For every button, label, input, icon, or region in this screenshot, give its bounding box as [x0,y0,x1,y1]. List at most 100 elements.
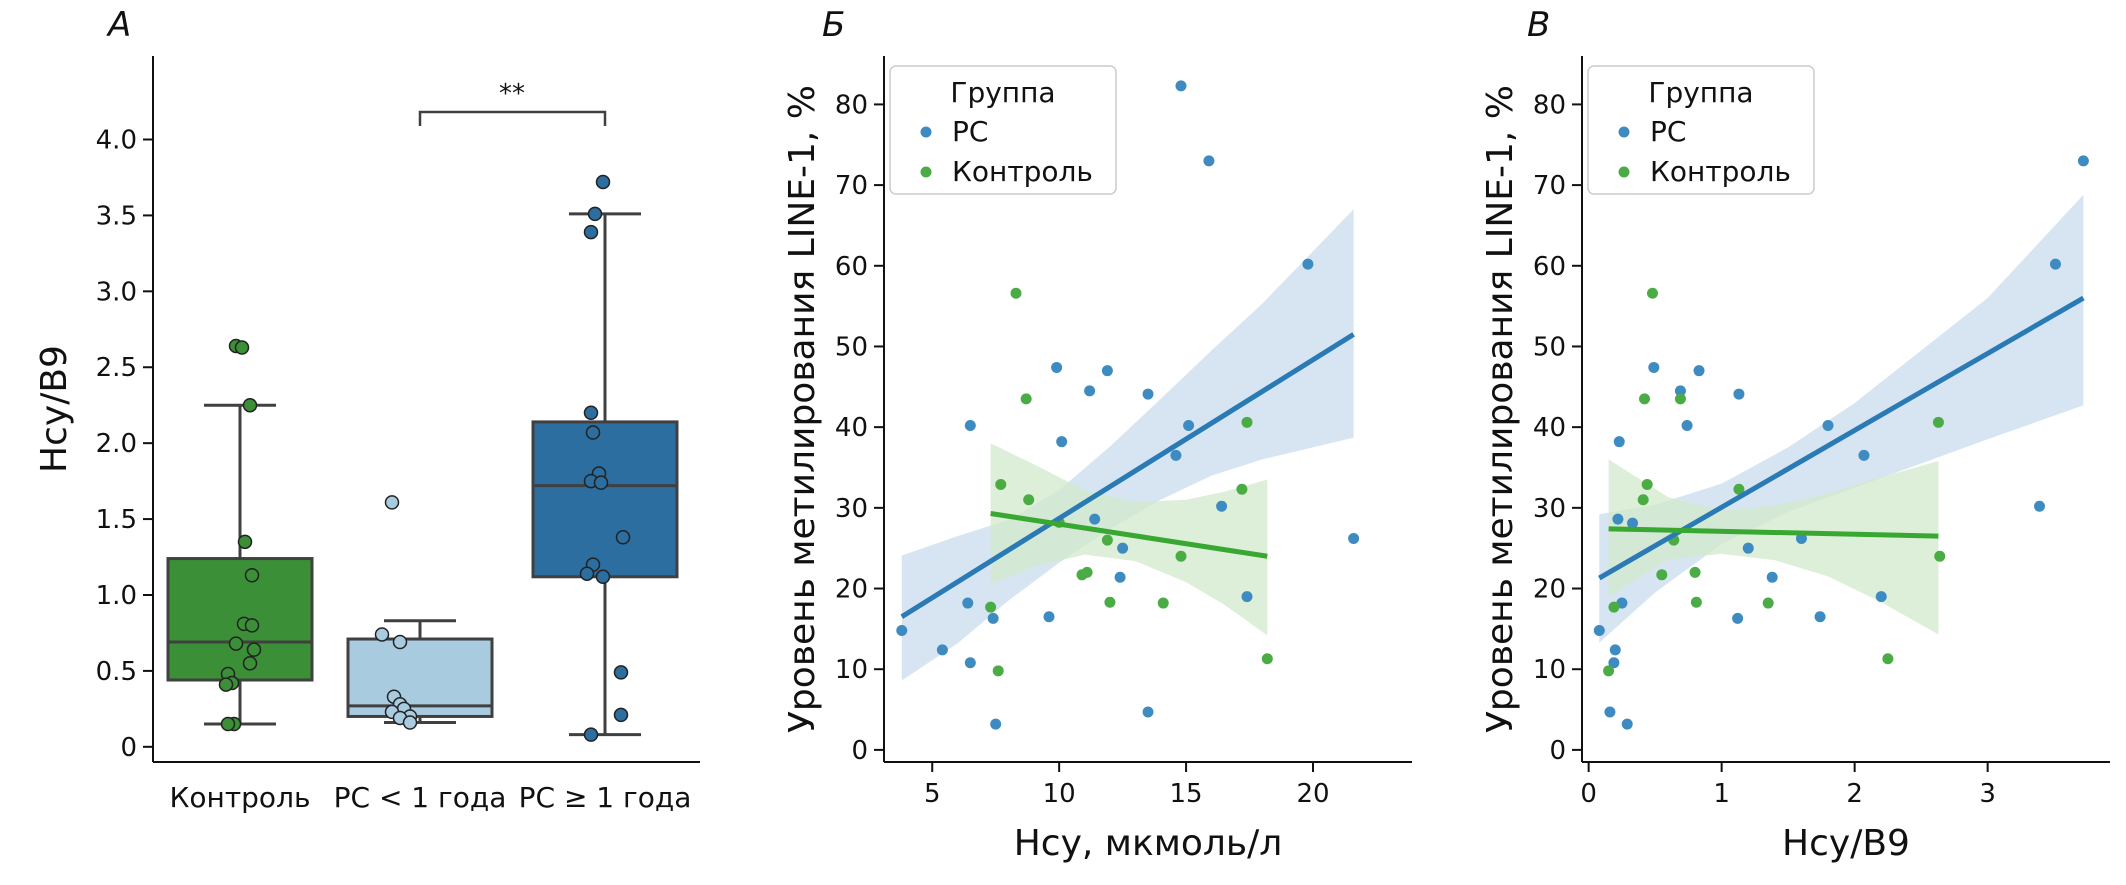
y-tick-label: 40 [835,413,868,443]
data-point [985,601,997,613]
panel-letter-a: А [106,5,131,45]
y-tick-label: 20 [1533,575,1566,605]
x-tick-label: 0 [1580,779,1597,809]
box-iqr [346,637,494,718]
legend-marker [920,166,932,178]
data-point [1621,718,1633,730]
box-group [166,338,314,732]
box-point [585,425,601,440]
data-point [1056,436,1068,448]
legend-marker [1618,166,1630,178]
data-point [1175,80,1187,92]
data-point [992,665,1004,677]
box-group [531,174,679,742]
category-label: Контроль [170,781,311,814]
y-tick-label: 40 [1533,413,1566,443]
x-axis-label: Hcy/B9 [1782,823,1910,864]
significance-label: ** [499,79,525,109]
data-point [964,420,976,432]
x-tick-label: 1 [1713,779,1730,809]
data-point [962,597,974,609]
data-point [1603,665,1615,677]
box-point [595,174,611,190]
regression-line [1608,526,1939,539]
data-point [1608,601,1620,613]
y-tick-label: 60 [1533,252,1566,282]
data-point [1175,550,1187,562]
box-point [228,636,244,651]
y-tick-label: 20 [835,575,868,605]
data-point [1302,258,1314,270]
y-tick-label: 50 [1533,332,1566,362]
data-point [1104,596,1116,608]
regression-line [900,332,1355,619]
data-point [2077,155,2089,167]
legend-box [889,65,1117,195]
data-point [1627,517,1639,529]
data-point [964,657,976,669]
box-point [593,475,609,490]
data-point [1101,365,1113,377]
y-tick-label: 0.5 [96,657,137,687]
y-tick-label: 3.0 [96,277,137,307]
y-tick-label: 0 [120,733,137,763]
confidence-band [1608,459,1939,635]
box-point [587,206,603,222]
x-axis-label: Hcy, мкмоль/л [1014,823,1283,864]
box-point [583,405,599,421]
y-tick-label: 0 [851,736,868,766]
y-tick-label: 1.5 [96,505,137,535]
box-point [218,677,234,692]
box-point [615,530,631,545]
panel-c: В 0 10 20 30 40 50 60 70 80 0 1 2 3 Hcy/B9 Уровень мети… [1480,5,2110,864]
data-point [1203,155,1215,167]
data-point [1183,420,1195,432]
data-point [1674,393,1686,405]
data-point [1766,571,1778,583]
data-point [987,612,999,624]
legend-label: Контроль [952,155,1093,188]
data-point [1241,416,1253,428]
x-tick-label: 15 [1170,779,1203,809]
y-tick-label: 50 [835,332,868,362]
data-point [1023,494,1035,506]
data-point [1081,566,1093,578]
data-point [1261,653,1273,665]
data-point [1648,361,1660,373]
data-point [2049,258,2061,270]
box-point [613,707,629,723]
y-tick-label: 3.5 [96,201,137,231]
panel-b: Б 0 10 20 30 40 50 60 70 80 5 10 15 20 Hcy, мкмоль/л Ур… [782,5,1412,864]
data-point [2034,500,2046,512]
y-tick-label: 0 [1549,736,1566,766]
panel-a: А 0 0.5 1.0 1.5 2.0 2.5 3.0 3.5 4.0 Hcy/B9 Контроль… [34,5,700,814]
data-point [1641,478,1653,490]
data-point [1043,611,1055,623]
legend-title: Группа [1648,76,1753,109]
legend-marker [920,126,932,138]
data-point [990,718,1002,730]
box-point [374,627,390,642]
legend: Группа РС Контроль [1587,65,1815,195]
box-point [234,340,250,355]
box-point [242,656,258,671]
y-tick-label: 70 [1533,171,1566,201]
box-point [244,568,260,583]
data-point [1656,569,1668,581]
y-tick-label: 80 [1533,90,1566,120]
category-label: РС ≥ 1 года [519,781,692,814]
data-point [1822,420,1834,432]
legend-label: РС [1650,115,1686,148]
data-point [1010,287,1022,299]
data-point [1236,483,1248,495]
data-point [1084,385,1096,397]
data-point [1858,449,1870,461]
data-point [1170,449,1182,461]
y-tick-label: 30 [1533,494,1566,524]
data-point [1051,361,1063,373]
data-point [1114,571,1126,583]
data-point [1732,612,1744,624]
data-point [1693,365,1705,377]
data-point [1020,393,1032,405]
